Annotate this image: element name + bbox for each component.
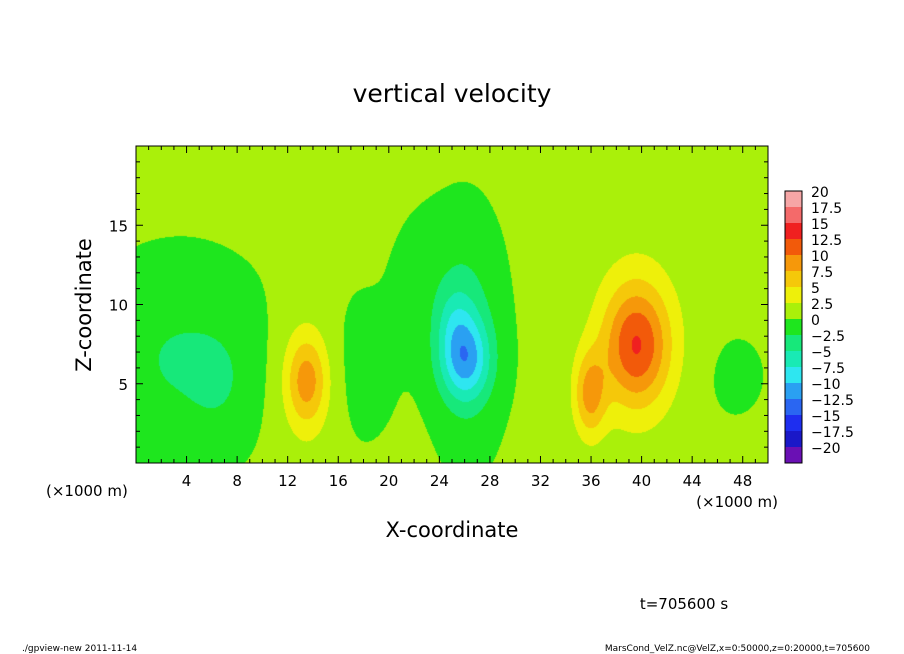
x-axis-label: X-coordinate — [386, 518, 519, 542]
chart-title: vertical velocity — [353, 79, 552, 108]
x-tick-label: 4 — [182, 472, 192, 490]
x-tick-label: 36 — [581, 472, 600, 490]
colorbar-swatch — [785, 431, 802, 448]
colorbar-swatch — [785, 351, 802, 368]
x-tick-label: 12 — [278, 472, 297, 490]
velocity-field — [136, 146, 768, 463]
x-tick-label: 32 — [531, 472, 550, 490]
colorbar-swatch — [785, 399, 802, 416]
colorbar-label: −10 — [811, 377, 841, 393]
plot-area — [135, 145, 769, 464]
footer-right-note: MarsCond_VelZ.nc@VelZ,x=0:50000,z=0:2000… — [605, 644, 870, 654]
colorbar-swatch — [785, 447, 802, 464]
colorbar-label: −2.5 — [811, 329, 845, 345]
colorbar-swatch — [785, 319, 802, 336]
colorbar-label: −5 — [811, 345, 832, 361]
colorbar-swatch — [785, 383, 802, 400]
footer-left-note: ./gpview-new 2011-11-14 — [22, 644, 137, 654]
colorbar-swatch — [785, 255, 802, 272]
colorbar-label: 7.5 — [811, 265, 833, 281]
x-tick-label: 24 — [430, 472, 449, 490]
colorbar-swatch — [785, 271, 802, 288]
x-tick-label: 16 — [329, 472, 348, 490]
colorbar-label: 0 — [811, 313, 820, 329]
colorbar-swatch — [785, 303, 802, 320]
colorbar-label: 15 — [811, 217, 829, 233]
colorbar-label: −20 — [811, 441, 841, 457]
colorbar-label: 2.5 — [811, 297, 833, 313]
colorbar-label: 12.5 — [811, 233, 842, 249]
x-tick-label: 48 — [733, 472, 752, 490]
x-tick-label: 20 — [379, 472, 398, 490]
colorbar-swatch — [785, 335, 802, 352]
x-tick-label: 44 — [683, 472, 702, 490]
y-axis-ticks: 5 10 15 — [109, 161, 768, 448]
colorbar-label: −7.5 — [811, 361, 845, 377]
colorbar-swatch — [785, 415, 802, 432]
y-tick-label: 10 — [109, 297, 128, 315]
colorbar-swatch — [785, 191, 802, 208]
colorbar-label: −17.5 — [811, 425, 854, 441]
x-tick-label: 40 — [632, 472, 651, 490]
colorbar-label: −15 — [811, 409, 841, 425]
colorbar-swatch — [785, 287, 802, 304]
colorbar-label: 20 — [811, 185, 829, 201]
colorbar-label: −12.5 — [811, 393, 854, 409]
colorbar-frame — [784, 190, 803, 464]
colorbar-swatch — [785, 239, 802, 256]
colorbar-label: 17.5 — [811, 201, 842, 217]
colorbar-swatch — [785, 367, 802, 384]
y-tick-label: 15 — [109, 217, 128, 235]
y-axis-label: Z-coordinate — [72, 238, 96, 372]
y-tick-label: 5 — [118, 376, 128, 394]
x-tick-label: 28 — [480, 472, 499, 490]
x-tick-label: 8 — [232, 472, 242, 490]
colorbar-label: 10 — [811, 249, 829, 265]
time-label: t=705600 s — [640, 595, 728, 613]
x-axis-ticks: 4 8 12 16 20 24 28 32 36 40 44 48 — [148, 146, 756, 490]
x-unit-left: (×1000 m) — [46, 482, 128, 500]
colorbar: 2017.51512.5107.552.50−2.5−5−7.5−10−12.5… — [784, 185, 854, 464]
colorbar-swatch — [785, 223, 802, 240]
colorbar-swatch — [785, 207, 802, 224]
colorbar-label: 5 — [811, 281, 820, 297]
x-unit-right: (×1000 m) — [696, 493, 778, 511]
